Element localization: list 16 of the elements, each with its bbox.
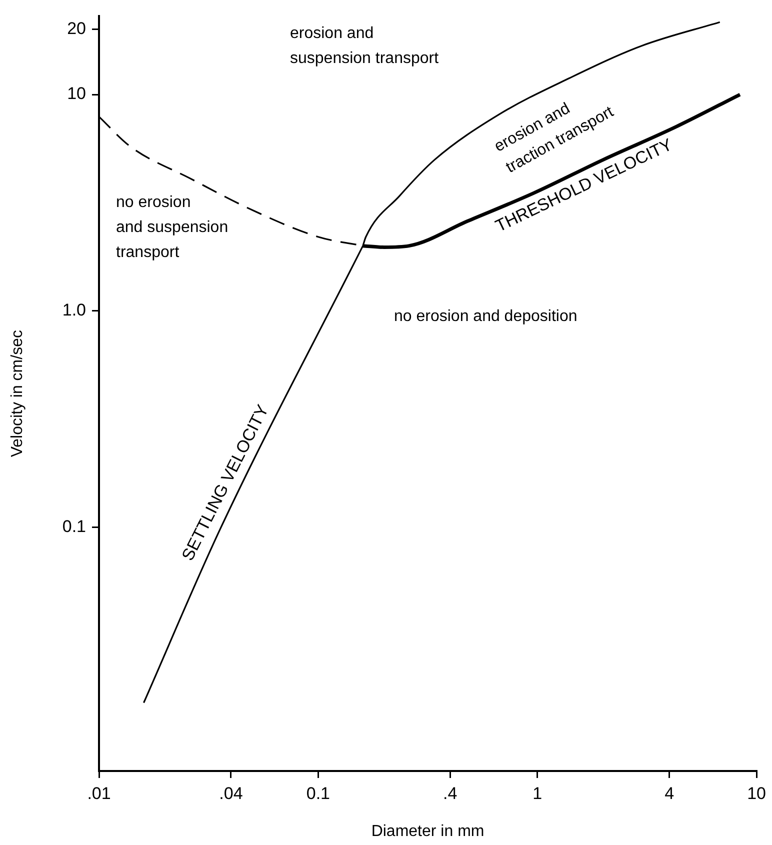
- y-tick-label: 0.1: [62, 517, 86, 536]
- x-tick-label: 10: [747, 784, 766, 803]
- x-tick-label: .4: [443, 784, 458, 803]
- annotation: no erosion and suspension transport: [116, 194, 228, 261]
- x-axis-title: Diameter in mm: [371, 822, 484, 840]
- x-tick-label: .01: [87, 784, 111, 803]
- x-tick-label: 1: [532, 784, 542, 803]
- y-tick-label: 20: [67, 19, 86, 38]
- x-tick-label: 0.1: [306, 784, 330, 803]
- y-axis-title: Velocity in cm/sec: [9, 330, 26, 458]
- y-tick-label: 1.0: [62, 300, 86, 320]
- annotation: no erosion and deposition: [394, 308, 578, 325]
- x-tick-label: .04: [219, 784, 243, 803]
- x-tick-label: 4: [664, 784, 674, 803]
- y-tick-label: 10: [67, 84, 86, 104]
- annotation: erosion and suspension transport: [290, 25, 440, 67]
